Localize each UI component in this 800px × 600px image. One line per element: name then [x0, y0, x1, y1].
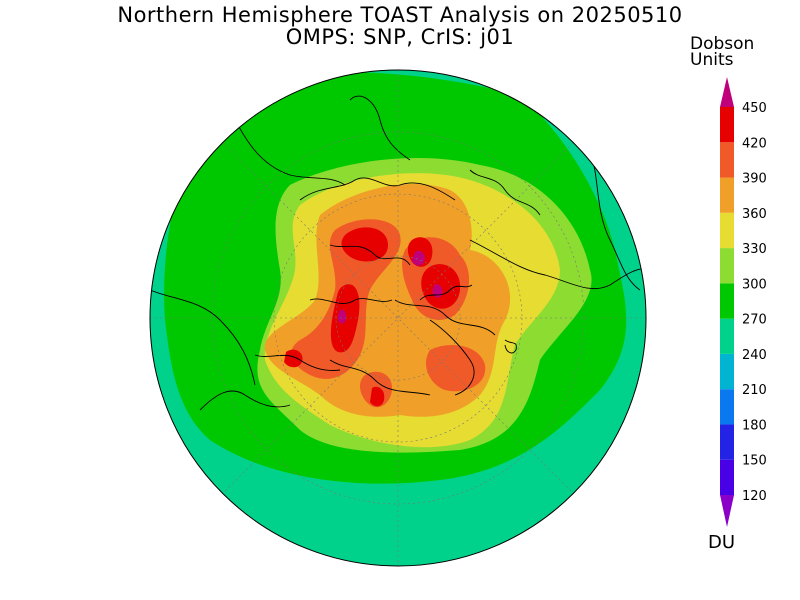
colorbar-tick-label: 240 [742, 348, 767, 363]
band-420-450-e [284, 349, 303, 368]
legend-unit: DU [708, 532, 736, 553]
colorbar-box-270-300 [720, 283, 734, 319]
band-390-420-c [425, 345, 486, 392]
coastlines [150, 95, 646, 411]
legend-heading-line1: Dobson [690, 34, 755, 54]
colorbar-box-120-150 [720, 459, 734, 495]
colorbar-box-360-390 [720, 177, 734, 213]
colorbar-box-180-210 [720, 389, 734, 425]
colorbar-triangle-top [720, 77, 734, 107]
colorbar-tick-label: 270 [742, 313, 767, 328]
colorbar-tick-label: 450 [742, 101, 767, 116]
colorbar-tick-label: 210 [742, 383, 767, 398]
band-420-450-f [370, 386, 385, 407]
map-title: Northern Hemisphere TOAST Analysis on 20… [0, 4, 800, 48]
colorbar-tick-label: 390 [742, 172, 767, 187]
title-line-2: OMPS: SNP, CrIS: j01 [285, 25, 515, 49]
legend-heading: Dobson Units [690, 34, 755, 70]
band-450-plus-c [432, 284, 443, 298]
colorbar-box-330-360 [720, 212, 734, 249]
colorbar-tick-label: 180 [742, 418, 767, 433]
colorbar-box-420-450 [720, 107, 734, 143]
colorbar-tick-label: 300 [742, 277, 767, 292]
colorbar-box-390-420 [720, 142, 734, 178]
colorbar-tick-label: 420 [742, 136, 767, 151]
colorbar-box-150-180 [720, 424, 734, 460]
legend-heading-line2: Units [690, 50, 734, 70]
map-border [149, 69, 647, 567]
graticule [150, 70, 646, 566]
colorbar-box-240-270 [720, 318, 734, 354]
colorbar-tick-label: 120 [742, 489, 767, 504]
colorbar-tick-label: 150 [742, 454, 767, 469]
colorbar-box-210-240 [720, 353, 734, 390]
band-450-plus-b [337, 309, 347, 324]
colorbar-box-300-330 [720, 248, 734, 284]
band-450-plus [412, 250, 425, 266]
colorbar-triangle-bottom [720, 495, 734, 527]
title-line-1: Northern Hemisphere TOAST Analysis on 20… [117, 3, 683, 27]
colorbar-tick-label: 360 [742, 207, 767, 222]
colorbar-tick-label: 330 [742, 242, 767, 257]
band-420-450 [341, 227, 388, 262]
